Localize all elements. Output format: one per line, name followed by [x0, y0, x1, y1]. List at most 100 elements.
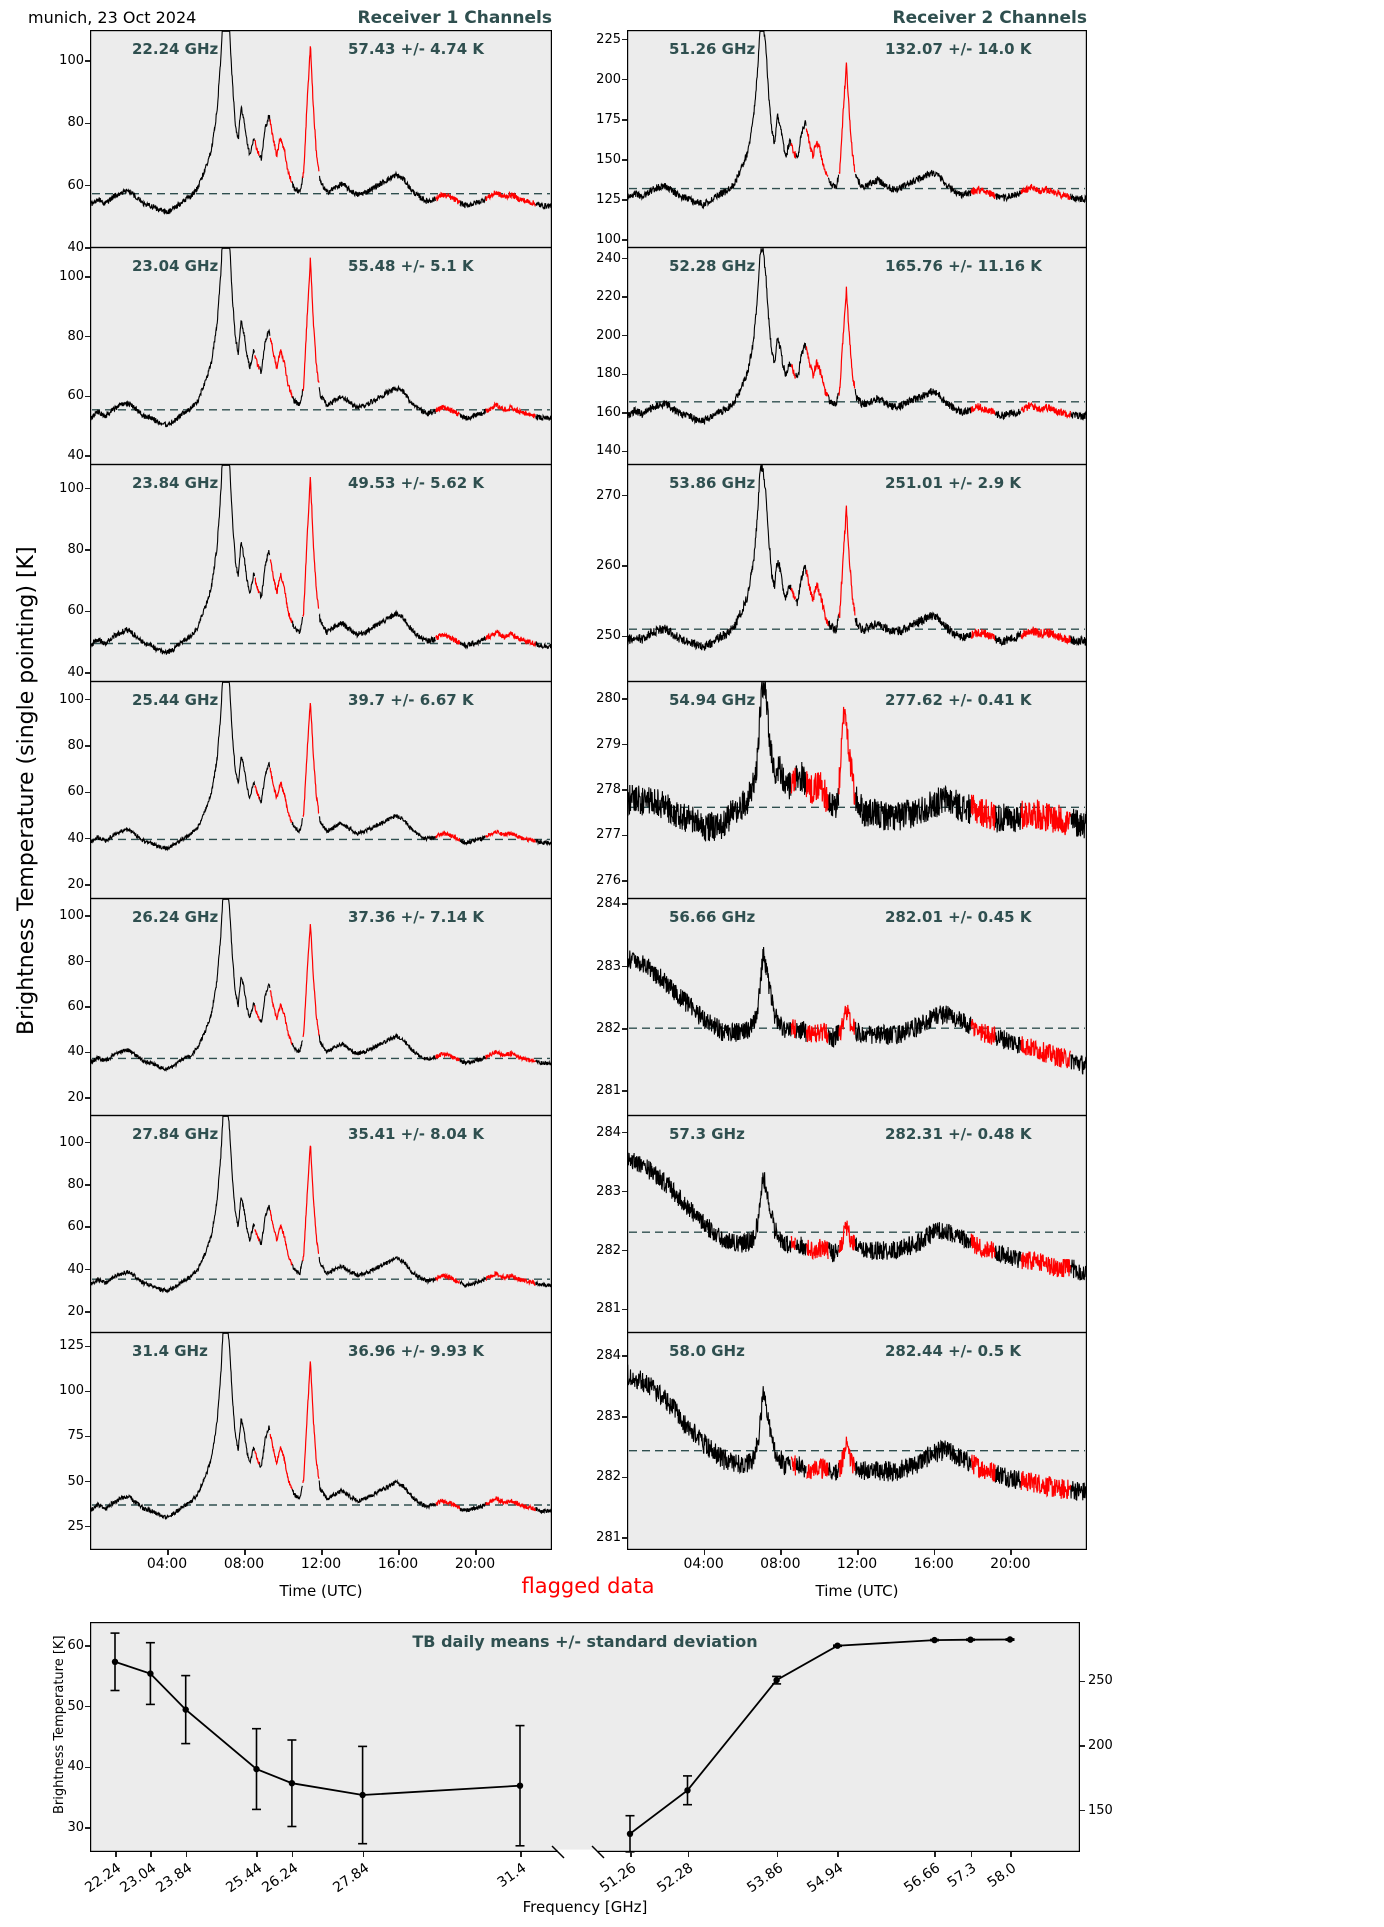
- x-tick-label: 12:00: [836, 1556, 878, 1572]
- x-tick-label: 08:00: [223, 1556, 265, 1572]
- summary-right-tick-mark: [1080, 1745, 1085, 1747]
- channel-mean-std-label: 55.48 +/- 5.1 K: [348, 257, 474, 275]
- y-tick-label: 140: [596, 443, 621, 459]
- frequency-tick-label: 51.26: [597, 1860, 640, 1897]
- channel-mean-std-label: 39.7 +/- 6.67 K: [348, 691, 474, 709]
- channel-mean-std-label: 282.01 +/- 0.45 K: [885, 908, 1032, 926]
- channel-mean-std-label: 49.53 +/- 5.62 K: [348, 474, 485, 492]
- y-tick-mark: [85, 455, 90, 457]
- channel-mean-std-label: 57.43 +/- 4.74 K: [348, 40, 485, 58]
- y-tick-label: 20: [67, 1303, 84, 1319]
- series-unflagged: [627, 1151, 1087, 1281]
- y-tick-label: 282: [596, 1242, 621, 1258]
- x-tick-label: 20:00: [454, 1556, 496, 1572]
- plot-background: [627, 30, 1087, 248]
- series-unflagged: [90, 681, 552, 852]
- y-tick-label: 40: [67, 448, 84, 464]
- summary-y-axis-label: Brightness Temperature [K]: [52, 1635, 67, 1814]
- x-tick-mark: [1010, 1550, 1012, 1555]
- frequency-axis-label: Frequency [GHz]: [522, 1898, 648, 1916]
- y-tick-mark: [622, 119, 627, 121]
- ts-plot: [627, 464, 1087, 682]
- receiver1-title: Receiver 1 Channels: [357, 8, 552, 28]
- y-tick-mark: [622, 1355, 627, 1357]
- y-tick-mark: [622, 334, 627, 337]
- y-tick-label: 180: [596, 366, 621, 382]
- y-tick-label: 200: [596, 71, 621, 87]
- ts-panel-58.0ghz: 58.0 GHz 282.44 +/- 0.5 K 281 282 283 284 04:0…: [596, 1332, 1087, 1572]
- series-unflagged: [90, 30, 552, 215]
- plot-background: [627, 247, 1087, 465]
- x-tick-label: 20:00: [990, 1556, 1031, 1572]
- frequency-tick-label: 31.4: [494, 1860, 530, 1891]
- y-tick-mark: [622, 373, 627, 376]
- channel-frequency-label: 54.94 GHz: [669, 691, 756, 709]
- x-tick-label: 16:00: [377, 1556, 419, 1572]
- y-tick-mark: [85, 395, 90, 398]
- y-tick-label: 284: [596, 896, 621, 912]
- y-tick-mark: [85, 672, 90, 674]
- y-tick-mark: [85, 915, 90, 917]
- y-tick-mark: [622, 1537, 627, 1539]
- y-tick-mark: [622, 565, 627, 567]
- summary-title: TB daily means +/- standard deviation: [412, 1632, 758, 1651]
- x-tick-label: 08:00: [760, 1556, 801, 1572]
- y-tick-label: 281: [596, 1301, 621, 1317]
- ts-plot: [90, 1115, 552, 1333]
- series-flagged: [790, 62, 1071, 201]
- frequency-tick-mark: [776, 1852, 779, 1857]
- x-tick-label: 16:00: [913, 1556, 954, 1572]
- y-tick-mark: [622, 1476, 627, 1479]
- series-unflagged: [627, 30, 1087, 210]
- y-tick-mark: [622, 1249, 627, 1252]
- series-unflagged: [627, 247, 1087, 425]
- frequency-tick-label: 27.84: [329, 1860, 372, 1897]
- y-tick-label: 282: [596, 1469, 621, 1485]
- y-tick-mark: [85, 698, 90, 701]
- frequency-tick-mark: [520, 1852, 522, 1857]
- y-tick-label: 277: [596, 827, 621, 843]
- time-axis-label-left: Time (UTC): [279, 1582, 363, 1600]
- ts-plot: [627, 898, 1087, 1116]
- y-tick-label: 100: [59, 480, 84, 496]
- summary-left-tick-mark: [85, 1645, 90, 1647]
- ts-panel-31.4ghz: 31.4 GHz 36.96 +/- 9.93 K 25 50 75 100 125 04:0…: [59, 1332, 552, 1572]
- x-tick-mark: [321, 1550, 323, 1555]
- frequency-tick-label: 53.86: [743, 1860, 786, 1897]
- channel-mean-std-label: 282.31 +/- 0.48 K: [885, 1125, 1032, 1143]
- ts-plot: [627, 30, 1087, 248]
- y-tick-label: 20: [67, 1089, 84, 1105]
- y-tick-label: 278: [596, 782, 621, 797]
- y-tick-mark: [85, 1390, 90, 1393]
- y-tick-mark: [85, 276, 90, 278]
- frequency-tick-mark: [630, 1852, 632, 1857]
- channel-mean-std-label: 165.76 +/- 11.16 K: [885, 257, 1042, 275]
- y-tick-label: 150: [596, 151, 621, 167]
- series-unflagged: [90, 898, 552, 1073]
- y-tick-mark: [622, 450, 627, 453]
- y-tick-label: 25: [67, 1518, 84, 1534]
- ts-panel-54.94ghz: 54.94 GHz 277.62 +/- 0.41 K 276 277 278 279 28…: [596, 681, 1087, 899]
- frequency-tick-mark: [687, 1852, 689, 1857]
- plot-background: [90, 1332, 552, 1550]
- channel-mean-std-label: 36.96 +/- 9.93 K: [348, 1342, 485, 1360]
- mean-point: [253, 1765, 260, 1773]
- y-tick-label: 100: [59, 53, 84, 69]
- y-tick-mark: [85, 1268, 90, 1271]
- ts-panel-26.24ghz: 26.24 GHz 37.36 +/- 7.14 K 20 40 60 80 100: [59, 898, 552, 1116]
- plot-background: [90, 30, 552, 248]
- y-tick-label: 100: [59, 908, 84, 924]
- x-tick-mark: [475, 1550, 477, 1555]
- mean-point: [626, 1830, 634, 1837]
- x-tick-label: 04:00: [683, 1556, 724, 1572]
- ts-plot: [90, 681, 552, 899]
- x-tick-mark: [167, 1550, 169, 1555]
- frequency-tick-mark: [1010, 1852, 1012, 1857]
- y-tick-mark: [622, 199, 627, 201]
- ts-plot: [627, 1115, 1087, 1333]
- channel-frequency-label: 31.4 GHz: [132, 1342, 208, 1360]
- y-tick-label: 284: [596, 1124, 621, 1140]
- channel-frequency-label: 57.3 GHz: [669, 1125, 745, 1143]
- y-tick-label: 60: [67, 388, 84, 404]
- y-tick-label: 100: [59, 268, 84, 284]
